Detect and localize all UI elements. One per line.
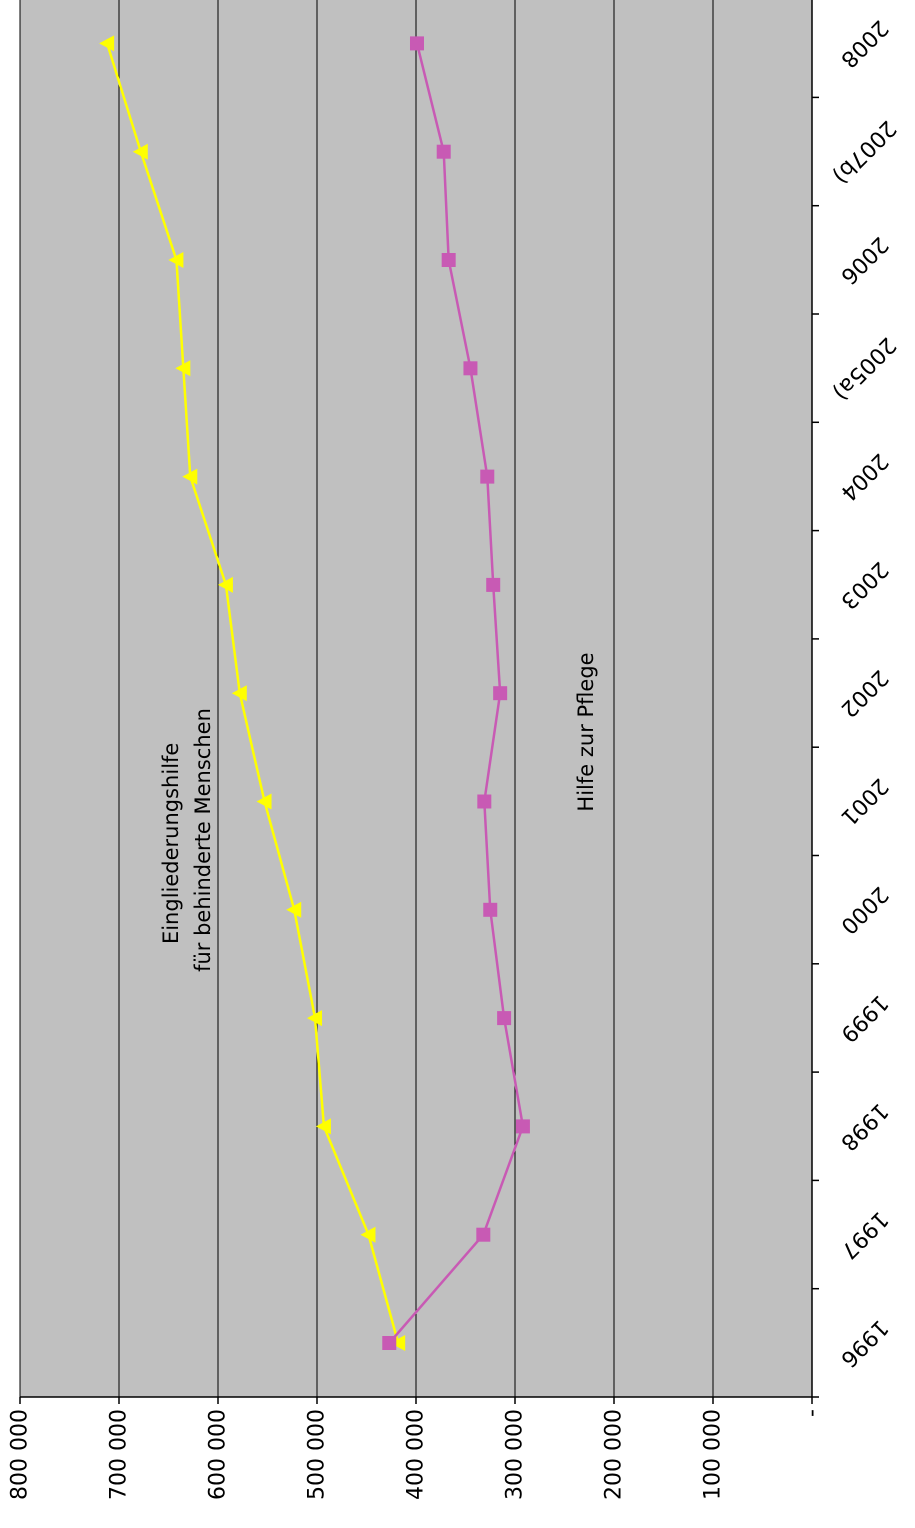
value-axis-ticks (19, 1397, 813, 1404)
data-point-triangle (217, 576, 233, 593)
category-axis-tick-label: 2003 (835, 556, 892, 613)
value-axis-tick-label: - (800, 1409, 825, 1417)
series-label-eingliederungshilfe-line-2: für behinderte Menschen (191, 708, 215, 972)
value-axis-tick-label: 600 000 (206, 1409, 231, 1500)
data-point-square (480, 469, 495, 484)
value-axis-tick-label: 700 000 (107, 1409, 132, 1500)
category-axis-tick-label: 2008 (835, 15, 892, 72)
category-axis-tick-label: 1996 (835, 1314, 892, 1371)
value-axis-tick-label: 200 000 (602, 1409, 627, 1500)
category-axis-tick-label: 2001 (835, 773, 892, 830)
data-point-triangle (99, 35, 115, 52)
category-axis-ticks (812, 96, 819, 1398)
data-point-triangle (315, 1118, 331, 1135)
data-point-square (409, 36, 424, 51)
data-point-square (436, 144, 451, 159)
data-point-square (382, 1336, 397, 1350)
value-axis-tick-label: 500 000 (305, 1409, 330, 1500)
data-point-square (441, 253, 456, 267)
category-axis-tick-label: 2007b) (827, 115, 900, 188)
data-point-triangle (175, 360, 191, 377)
category-axis-tick-label: 1997 (835, 1206, 892, 1263)
data-point-triangle (286, 901, 302, 918)
value-axis-tick-labels: - 100 000 200 000 300 000 400 000 500 000 600 … (8, 1409, 825, 1500)
category-axis-tick-label: 2000 (835, 881, 892, 938)
series-label-eingliederungshilfe: Eingliederungshilfe für behinderte Mensc… (159, 708, 215, 972)
data-point-square (497, 1011, 512, 1026)
category-axis-tick-label: 2005a) (828, 332, 901, 405)
data-point-square (476, 1227, 491, 1242)
data-point-triangle (168, 252, 184, 268)
series-label-hilfe-zur-pflege-line-1: Hilfe zur Pflege (574, 652, 598, 811)
category-axis-tick-label: 1998 (835, 1098, 892, 1155)
data-point-triangle (360, 1226, 376, 1243)
category-axis-tick-label: 2006 (835, 231, 892, 288)
series-label-hilfe-zur-pflege: Hilfe zur Pflege (574, 652, 598, 811)
data-point-triangle (390, 1335, 406, 1351)
data-point-square (515, 1119, 530, 1134)
value-axis-tick-label: 100 000 (701, 1409, 726, 1500)
data-point-triangle (182, 468, 198, 485)
data-point-triangle (256, 793, 272, 810)
value-axis-tick-label: 400 000 (404, 1409, 429, 1500)
series-label-eingliederungshilfe-line-1: Eingliederungshilfe (159, 743, 183, 944)
series-markers (99, 35, 530, 1351)
data-point-square (477, 794, 492, 809)
data-point-triangle (307, 1010, 323, 1027)
data-point-square (483, 902, 498, 917)
data-point-triangle (231, 685, 247, 702)
gridlines (19, 0, 714, 1397)
category-axis-tick-labels: 1996 1997 1998 1999 2000 2001 2002 2003 2004 2005… (827, 15, 900, 1372)
value-axis-tick-label: 800 000 (8, 1409, 33, 1500)
data-point-triangle (132, 143, 148, 160)
category-axis-tick-label: 1999 (835, 989, 892, 1046)
data-point-square (493, 686, 508, 701)
data-point-square (463, 361, 478, 376)
data-point-square (486, 577, 501, 592)
value-axis-tick-label: 300 000 (503, 1409, 528, 1500)
category-axis-tick-label: 2004 (835, 448, 892, 505)
category-axis-tick-label: 2002 (835, 665, 892, 722)
